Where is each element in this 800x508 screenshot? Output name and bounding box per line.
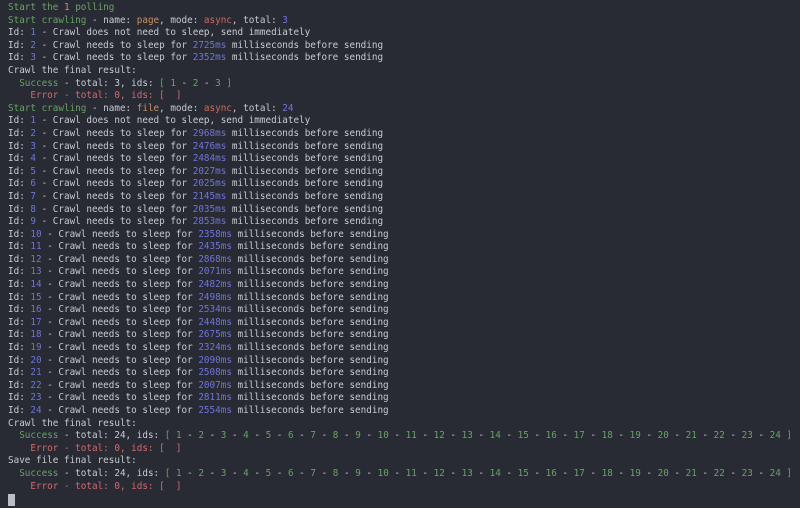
- terminal-line: Id: 7 - Crawl needs to sleep for 2145ms …: [8, 190, 384, 202]
- terminal-line: Id: 2 - Crawl needs to sleep for 2968ms …: [8, 127, 384, 139]
- terminal-line: Error - total: 0, ids: [ ]: [30, 90, 182, 102]
- terminal-line: Id: 1 - Crawl does not need to sleep, se…: [8, 115, 311, 127]
- terminal-line: Id: 14 - Crawl needs to sleep for 2482ms…: [8, 279, 389, 291]
- terminal-line: Save file final result:: [8, 455, 137, 467]
- terminal-line: Id: 16 - Crawl needs to sleep for 2534ms…: [8, 304, 389, 316]
- terminal-line: Id: 21 - Crawl needs to sleep for 2508ms…: [8, 367, 389, 379]
- terminal-line: Crawl the final result:: [8, 417, 137, 429]
- terminal-line: Id: 10 - Crawl needs to sleep for 2358ms…: [8, 228, 389, 240]
- terminal-line: Id: 20 - Crawl needs to sleep for 2090ms…: [8, 354, 389, 366]
- terminal-line: Success - total: 24, ids: [ 1 - 2 - 3 - …: [19, 467, 792, 479]
- terminal-line: Id: 12 - Crawl needs to sleep for 2868ms…: [8, 253, 389, 265]
- terminal-line: Id: 13 - Crawl needs to sleep for 2071ms…: [8, 266, 389, 278]
- terminal-line: Start the 1 polling: [8, 2, 115, 13]
- terminal-line: Id: 23 - Crawl needs to sleep for 2811ms…: [8, 392, 389, 404]
- terminal-line: Success - total: 3, ids: [ 1 - 2 - 3 ]: [19, 77, 232, 89]
- terminal-line: Id: 19 - Crawl needs to sleep for 2324ms…: [8, 342, 389, 354]
- terminal-line: Start crawling - name: file, mode: async…: [8, 102, 294, 114]
- terminal-line: Id: 5 - Crawl needs to sleep for 2027ms …: [8, 165, 384, 177]
- terminal-line: Id: 17 - Crawl needs to sleep for 2448ms…: [8, 316, 389, 328]
- terminal-line: Id: 6 - Crawl needs to sleep for 2025ms …: [8, 178, 384, 190]
- terminal-output: Start the 1 polling Start crawling - name…: [8, 2, 800, 493]
- terminal-line: Id: 9 - Crawl needs to sleep for 2853ms …: [8, 216, 384, 228]
- terminal-line: Id: 4 - Crawl needs to sleep for 2484ms …: [8, 153, 384, 165]
- terminal-line: Id: 24 - Crawl needs to sleep for 2554ms…: [8, 405, 389, 416]
- terminal-line: Id: 3 - Crawl needs to sleep for 2476ms …: [8, 140, 384, 152]
- terminal-line: Id: 2 - Crawl needs to sleep for 2725ms …: [8, 39, 384, 51]
- terminal-line: Error - total: 0, ids: [ ]: [30, 480, 182, 492]
- terminal-line: Id: 22 - Crawl needs to sleep for 2007ms…: [8, 379, 389, 391]
- terminal-line: Crawl the final result:: [8, 64, 137, 76]
- terminal-line: Id: 18 - Crawl needs to sleep for 2675ms…: [8, 329, 389, 341]
- terminal-line: Id: 8 - Crawl needs to sleep for 2035ms …: [8, 203, 384, 215]
- terminal-line: Id: 11 - Crawl needs to sleep for 2435ms…: [8, 241, 389, 253]
- terminal-cursor: [8, 494, 15, 507]
- terminal-line: Success - total: 24, ids: [ 1 - 2 - 3 - …: [19, 430, 792, 442]
- terminal-line: Error - total: 0, ids: [ ]: [30, 442, 182, 454]
- terminal-line: Id: 1 - Crawl does not need to sleep, se…: [8, 27, 311, 39]
- terminal-line: Id: 15 - Crawl needs to sleep for 2498ms…: [8, 291, 389, 303]
- terminal-cursor-line: [8, 493, 800, 507]
- terminal-line: Start crawling - name: page, mode: async…: [8, 14, 288, 26]
- terminal-line: Id: 3 - Crawl needs to sleep for 2352ms …: [8, 52, 384, 64]
